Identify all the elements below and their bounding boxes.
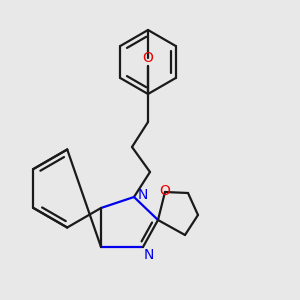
Text: N: N	[144, 248, 154, 262]
Text: O: O	[160, 184, 170, 198]
Text: N: N	[138, 188, 148, 202]
Text: O: O	[142, 51, 153, 65]
